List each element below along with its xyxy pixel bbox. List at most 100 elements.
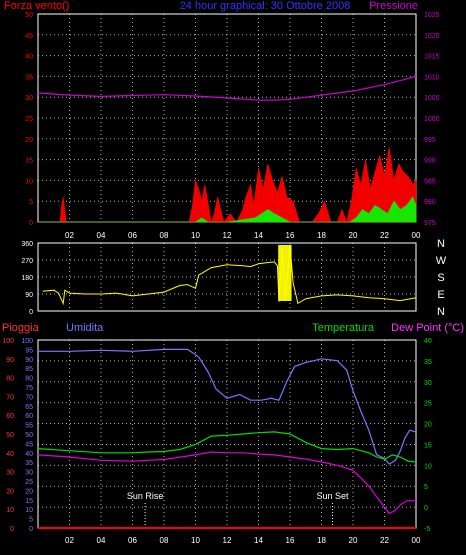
humidity-tick-label: 80 bbox=[25, 376, 33, 383]
rain-tick-label: 60 bbox=[6, 413, 14, 420]
wind-pressure-x-tick-label: 10 bbox=[191, 231, 200, 240]
rain-tick-label: 40 bbox=[6, 451, 14, 458]
humidity-tick-label: 100 bbox=[21, 338, 33, 345]
rain-tick-label: 30 bbox=[6, 470, 14, 477]
rain-tick-label: 50 bbox=[6, 432, 14, 439]
wind-pressure-x-tick-label: 14 bbox=[254, 231, 263, 240]
wind-gust-area bbox=[38, 196, 417, 223]
wind-direction-line bbox=[42, 244, 417, 306]
humidity-tick-label: 65 bbox=[25, 404, 33, 411]
humidity-tick-label: 95 bbox=[25, 347, 33, 354]
wind-direction-tick-label: 180 bbox=[21, 275, 33, 282]
wind-pressure-grid bbox=[38, 14, 416, 222]
humidity-tick-label: 75 bbox=[25, 385, 33, 392]
temperature-axis-title: Temperatura bbox=[312, 322, 375, 334]
humidity-temperature-x-tick-label: 12 bbox=[223, 536, 232, 545]
sunrise-label: Sun Rise bbox=[127, 491, 164, 501]
wind-direction-tick-label: 270 bbox=[21, 258, 33, 265]
humidity-tick-label: 5 bbox=[29, 517, 33, 524]
humidity-temperature-x-tick-label: 22 bbox=[380, 536, 389, 545]
wind-speed-tick-label: 25 bbox=[25, 116, 33, 123]
humidity-temperature-x-tick-label: 06 bbox=[128, 536, 137, 545]
humidity-tick-label: 90 bbox=[25, 357, 33, 364]
compass-label: E bbox=[437, 289, 444, 301]
wind-speed-tick-label: 40 bbox=[25, 54, 33, 61]
pressure-tick-label: 995 bbox=[424, 137, 436, 144]
wind-direction-tick-labels: 0 90 180 270 360 bbox=[21, 241, 33, 316]
humidity-tick-label: 30 bbox=[25, 470, 33, 477]
pressure-tick-label: 975 bbox=[424, 220, 436, 227]
wind-pressure-x-tick-label: 20 bbox=[349, 231, 358, 240]
humidity-temperature-series bbox=[37, 348, 417, 529]
compass-label: W bbox=[436, 255, 447, 267]
wind-pressure-x-tick-label: 08 bbox=[160, 231, 169, 240]
wind-pressure-x-tick-labels: 02 04 06 08 10 12 14 16 18 20 22 00 bbox=[65, 231, 421, 240]
temperature-tick-label: 5 bbox=[424, 484, 428, 491]
humidity-tick-label: 50 bbox=[25, 432, 33, 439]
wind-speed-tick-label: 5 bbox=[29, 199, 33, 206]
pressure-tick-label: 1025 bbox=[424, 12, 440, 19]
pressure-tick-label: 990 bbox=[424, 158, 436, 165]
pressure-tick-label: 1000 bbox=[424, 116, 440, 123]
humidity-line bbox=[38, 348, 417, 465]
wind-speed-tick-label: 0 bbox=[29, 220, 33, 227]
humidity-tick-label: 15 bbox=[25, 498, 33, 505]
temperature-tick-label: 25 bbox=[424, 401, 432, 408]
rain-tick-label: 90 bbox=[6, 357, 14, 364]
wind-speed-tick-label: 15 bbox=[25, 158, 33, 165]
sunset-label: Sun Set bbox=[317, 491, 350, 501]
wind-speed-tick-label: 20 bbox=[25, 137, 33, 144]
humidity-temperature-x-tick-label: 10 bbox=[191, 536, 200, 545]
rain-tick-labels: 0 10 20 30 40 50 60 70 80 90 100 bbox=[2, 338, 14, 533]
humidity-tick-label: 70 bbox=[25, 394, 33, 401]
temperature-line bbox=[37, 431, 417, 463]
humidity-tick-label: 0 bbox=[29, 526, 33, 533]
humidity-temperature-x-tick-label: 08 bbox=[160, 536, 169, 545]
rain-tick-label: 0 bbox=[10, 526, 14, 533]
dewpoint-line bbox=[37, 451, 416, 515]
temperature-tick-label: 30 bbox=[424, 380, 432, 387]
wind-pressure-x-tick-label: 02 bbox=[65, 231, 74, 240]
humidity-temperature-x-tick-label: 14 bbox=[254, 536, 263, 545]
wind-pressure-x-tick-label: 18 bbox=[317, 231, 326, 240]
temperature-tick-label: 15 bbox=[424, 442, 432, 449]
rain-tick-label: 20 bbox=[6, 488, 14, 495]
humidity-tick-label: 45 bbox=[25, 441, 33, 448]
wind-direction-variable-block bbox=[278, 245, 292, 301]
pressure-tick-label: 1005 bbox=[424, 95, 440, 102]
temperature-tick-label: 35 bbox=[424, 359, 432, 366]
pressure-tick-label: 1015 bbox=[424, 54, 440, 61]
wind-pressure-x-tick-label: 04 bbox=[97, 231, 106, 240]
wind-pressure-series bbox=[37, 75, 417, 224]
wind-pressure-x-tick-label: 06 bbox=[128, 231, 137, 240]
pressure-tick-label: 980 bbox=[424, 199, 436, 206]
rain-tick-label: 10 bbox=[6, 507, 14, 514]
pressure-tick-labels: 975 980 985 990 995 1000 1005 1010 1015 1020 1025 bbox=[424, 12, 440, 227]
wind-speed-tick-label: 10 bbox=[25, 178, 33, 185]
rain-axis-title: Pioggia bbox=[2, 322, 40, 334]
humidity-tick-label: 60 bbox=[25, 413, 33, 420]
wind-pressure-x-tick-label: 12 bbox=[223, 231, 232, 240]
wind-pressure-x-tick-label: 16 bbox=[286, 231, 295, 240]
wind-pressure-x-tick-label: 00 bbox=[412, 231, 421, 240]
humidity-axis-title: Umidita bbox=[66, 322, 104, 334]
humidity-tick-label: 10 bbox=[25, 507, 33, 514]
pressure-tick-label: 1020 bbox=[424, 33, 440, 40]
humidity-temperature-x-tick-labels: 02 04 06 08 10 12 14 16 18 20 22 00 bbox=[65, 536, 421, 545]
wind-pressure-x-tick-label: 22 bbox=[380, 231, 389, 240]
temperature-tick-label: 0 bbox=[424, 505, 428, 512]
temperature-tick-labels: -5 0 5 10 15 20 25 30 35 40 bbox=[424, 338, 432, 533]
wind-direction-tick-label: 360 bbox=[21, 241, 33, 248]
wind-speed-tick-label: 30 bbox=[25, 95, 33, 102]
wind-speed-tick-label: 50 bbox=[25, 12, 33, 19]
wind-speed-tick-label: 45 bbox=[25, 33, 33, 40]
dewpoint-axis-title: Dew Point (°C) bbox=[391, 322, 464, 334]
humidity-tick-label: 35 bbox=[25, 460, 33, 467]
humidity-temperature-x-tick-label: 04 bbox=[97, 536, 106, 545]
humidity-tick-label: 85 bbox=[25, 366, 33, 373]
pressure-tick-label: 1010 bbox=[424, 74, 440, 81]
humidity-temperature-x-tick-label: 18 bbox=[317, 536, 326, 545]
humidity-tick-label: 40 bbox=[25, 451, 33, 458]
